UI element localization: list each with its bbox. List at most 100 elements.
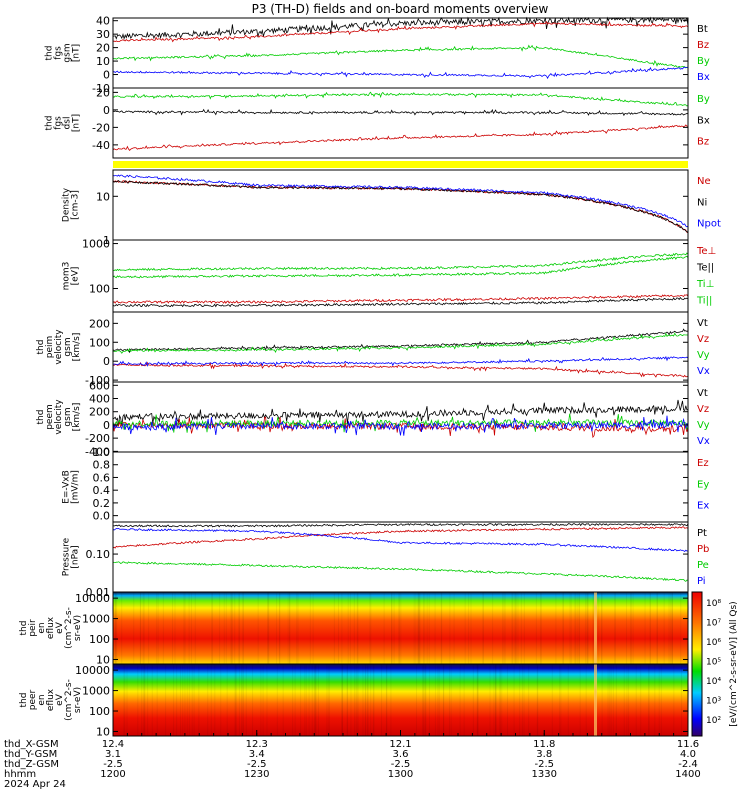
series-By-line [112,91,689,107]
spectrogram-streak [515,592,517,664]
spectrogram-streak [585,664,587,736]
spectrogram-streak [681,664,683,736]
spectrogram-streak [579,664,581,736]
x-row-value: 12.4 [102,739,124,750]
spectrogram-streak [441,592,443,664]
series-Bt-line [112,16,689,41]
spectrogram-streak [523,664,525,736]
x-row-value: 1300 [388,769,413,780]
spectrogram-streak [669,592,671,664]
spectrogram-streak [513,664,515,736]
spectrogram-streak [126,664,128,736]
spectrogram-streak [219,592,221,664]
spectrogram-streak [214,664,216,736]
spectrogram-streak [139,592,141,664]
spectrogram-streak [238,592,240,664]
spectrogram-streak [495,664,497,736]
spectrogram-streak [198,664,200,736]
spectrogram-streak [514,592,516,664]
spectrogram-streak [114,592,116,664]
spectrogram-streak [174,592,176,664]
y-tick-label: 1000 [82,238,110,251]
spectrogram-streak [423,592,425,664]
panel-frame [112,169,689,241]
x-row-value: 3.8 [536,749,552,760]
spectrogram-streak [234,664,236,736]
y-tick-label: 10000 [75,664,110,677]
spectrogram-streak [493,664,495,736]
spectrogram-streak [373,664,375,736]
spectrogram-streak [333,592,335,664]
y-axis-label-line: gsm [63,337,73,356]
y-axis-label: thd peem velocity gsm [km/s] [36,399,82,435]
y-axis-label-line: [cm-3] [71,190,81,220]
spectrogram-streak [353,592,355,664]
legend-Vz: Vz [697,334,709,345]
y-axis-label-line: [nT] [72,114,82,132]
series-Vy-line [112,332,689,354]
x-row-value: 1200 [100,769,125,780]
spectrogram-streak [440,592,442,664]
spectrogram-streak [165,664,167,736]
spectrogram-streak [240,664,242,736]
colorbar-scale [691,591,703,737]
spectrogram-streak [630,592,632,664]
spectrogram-streak [156,664,158,736]
spectrogram-streak [612,664,614,736]
x-row-label: thd_Z-GSM [4,759,59,770]
y-tick-label: 20 [96,42,110,55]
yellow-status-bar [113,161,688,168]
spectrogram-streak [314,664,316,736]
panel-pressure: 0.01 0.10 Pressure [nPa] Pt Pb Pe Pi [62,521,709,599]
x-row-value: 3.1 [105,749,121,760]
x-row-value: -2.4 [678,759,698,770]
y-axis-label-line: thd [19,621,29,636]
x-row-value: 3.4 [249,749,265,760]
spectrogram-streak [470,592,472,664]
spectrogram-streak [514,592,516,664]
y-tick-label: 0.6 [93,471,111,484]
spectrogram-streak [671,592,673,664]
spectrogram-streak [308,664,310,736]
spectrogram-streak [472,664,474,736]
spectrogram-streak [347,592,349,664]
y-axis-label-line: eV [55,621,65,634]
spectrogram-streak [350,664,352,736]
y-axis-label-line: thd [19,693,29,708]
spectrogram-streak [400,592,402,664]
series-Ti⊥-line [112,252,689,272]
spectrogram-streak [123,664,125,736]
spectrogram-streak [143,592,145,664]
spectrogram-streak [367,664,369,736]
x-row-value: 1230 [244,769,269,780]
y-tick-label: 0.4 [93,484,111,497]
y-tick-label: 30 [96,28,110,41]
spectrogram-streak [668,592,670,664]
spectrogram-streak [142,592,144,664]
spectrogram-streak [503,592,505,664]
spectrogram-streak [357,592,359,664]
x-date-label: 2024 Apr 24 [4,779,66,790]
spectrogram-streak [449,592,451,664]
spectrogram-streak [365,664,367,736]
spectrogram-streak [628,664,630,736]
y-axis-label-line: [nPa] [71,545,81,568]
spectrogram-streak [423,664,425,736]
spectrogram-streak [317,664,319,736]
spectrogram-streak [607,664,609,736]
series-Vx-line [112,415,689,436]
y-axis-label: thd peir en eflux eV (cm^2-s-sr-eV) [19,607,83,649]
y-tick-label: 0.01 [86,586,111,599]
spectrogram-streak [501,664,503,736]
spectrogram-streak [464,592,466,664]
spectrogram-streak [540,592,542,664]
spectrogram-streak [598,592,600,664]
spectrogram-streak [657,592,659,664]
spectrogram-streak [234,592,236,664]
legend-Bx: Bx [697,115,710,126]
series-Vz-line [112,361,689,378]
series-Ni-line [112,179,689,233]
spectrogram-streak [644,592,646,664]
y-axis-label-line: peem [45,404,55,430]
spectrogram-streak [226,664,228,736]
